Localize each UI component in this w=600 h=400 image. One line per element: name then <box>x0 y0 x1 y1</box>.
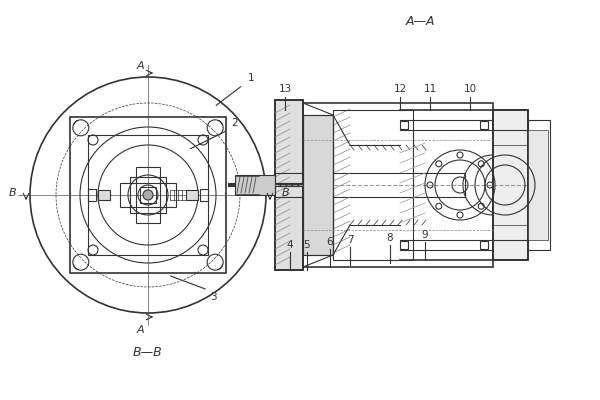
Bar <box>186 190 198 200</box>
Bar <box>493 110 528 260</box>
Bar <box>303 115 333 255</box>
Text: B: B <box>282 188 290 198</box>
Text: A: A <box>136 325 144 335</box>
Bar <box>130 177 166 213</box>
Text: 5: 5 <box>304 240 310 250</box>
Text: 3: 3 <box>210 292 217 302</box>
Bar <box>140 187 156 203</box>
Text: 2: 2 <box>231 118 238 128</box>
Bar <box>528 130 548 240</box>
Bar <box>480 241 488 249</box>
Bar <box>275 100 303 270</box>
Bar <box>120 183 176 207</box>
Text: 11: 11 <box>424 84 437 94</box>
Text: B—B: B—B <box>133 346 163 360</box>
Text: 7: 7 <box>347 235 353 245</box>
Bar <box>480 121 488 129</box>
Text: 13: 13 <box>278 84 292 94</box>
Bar <box>88 135 208 255</box>
Bar <box>275 100 303 270</box>
Text: A—A: A—A <box>405 15 435 28</box>
Bar <box>528 120 550 250</box>
Text: 10: 10 <box>463 84 476 94</box>
Bar <box>400 241 408 249</box>
Bar <box>200 189 208 201</box>
Bar <box>275 173 465 197</box>
Text: 12: 12 <box>394 84 407 94</box>
Bar <box>88 189 96 201</box>
Bar <box>98 190 110 200</box>
Bar <box>400 121 408 129</box>
Bar <box>333 110 413 260</box>
Bar <box>493 110 528 260</box>
Bar <box>235 175 275 195</box>
Bar <box>303 103 493 267</box>
Bar <box>70 117 226 273</box>
Text: 9: 9 <box>422 230 428 240</box>
Text: 6: 6 <box>326 237 334 247</box>
Text: 1: 1 <box>248 73 254 83</box>
Text: B: B <box>8 188 16 198</box>
Circle shape <box>143 190 153 200</box>
Text: 4: 4 <box>287 240 293 250</box>
Bar <box>303 115 333 255</box>
Text: A: A <box>136 61 144 71</box>
Bar <box>136 167 160 223</box>
Text: 8: 8 <box>386 233 394 243</box>
